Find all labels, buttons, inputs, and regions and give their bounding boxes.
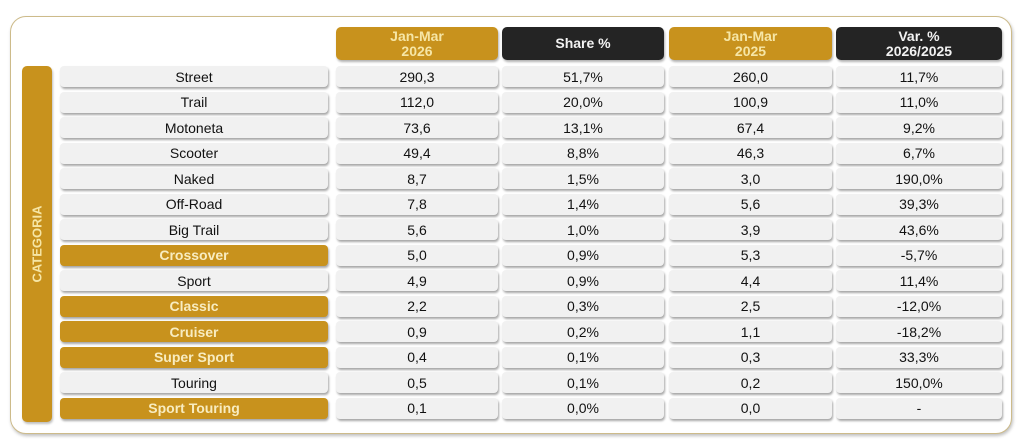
value-cell-v2026: 0,5 — [336, 372, 498, 393]
category-cell: Naked — [60, 168, 328, 189]
value-cell-var: 6,7% — [836, 142, 1002, 164]
value-cell-v2026: 0,4 — [336, 346, 498, 368]
category-cell: Super Sport — [60, 346, 328, 368]
value-cell-share: 0,1% — [502, 372, 664, 393]
value-cell-var: -5,7% — [836, 244, 1002, 266]
value-cell-share: 20,0% — [502, 91, 664, 113]
value-cell-v2026: 112,0 — [336, 91, 498, 113]
category-cell: Sport — [60, 270, 328, 291]
value-cell-v2026: 49,4 — [336, 142, 498, 164]
value-cell-v2025: 3,9 — [669, 219, 832, 240]
value-cell-var: 11,0% — [836, 91, 1002, 113]
value-cell-v2025: 3,0 — [669, 168, 832, 189]
value-cell-v2025: 0,2 — [669, 372, 832, 393]
value-cell-v2026: 7,8 — [336, 193, 498, 215]
value-cell-share: 1,5% — [502, 168, 664, 189]
value-cell-share: 13,1% — [502, 117, 664, 138]
category-cell: Trail — [60, 91, 328, 113]
value-cell-v2025: 100,9 — [669, 91, 832, 113]
category-cell: Big Trail — [60, 219, 328, 240]
category-label: CATEGORIA — [29, 205, 45, 283]
value-cell-share: 8,8% — [502, 142, 664, 164]
header-share: Share % — [502, 27, 664, 60]
header-jan-mar-2026: Jan-Mar 2026 — [336, 27, 498, 60]
value-cell-share: 1,0% — [502, 219, 664, 240]
category-cell: Motoneta — [60, 117, 328, 138]
value-cell-var: -18,2% — [836, 321, 1002, 342]
category-cell: Off-Road — [60, 193, 328, 215]
value-cell-share: 0,0% — [502, 397, 664, 419]
value-cell-v2025: 1,1 — [669, 321, 832, 342]
value-cell-v2026: 2,2 — [336, 295, 498, 317]
value-cell-v2025: 0,3 — [669, 346, 832, 368]
category-cell: Sport Touring — [60, 397, 328, 419]
value-cell-share: 0,2% — [502, 321, 664, 342]
category-cell: Touring — [60, 372, 328, 393]
value-cell-v2025: 67,4 — [669, 117, 832, 138]
category-cell: Crossover — [60, 244, 328, 266]
value-cell-v2025: 4,4 — [669, 270, 832, 291]
value-cell-var: 190,0% — [836, 168, 1002, 189]
value-cell-v2026: 0,1 — [336, 397, 498, 419]
header-variation: Var. % 2026/2025 — [836, 27, 1002, 60]
category-cell: Scooter — [60, 142, 328, 164]
value-cell-v2025: 46,3 — [669, 142, 832, 164]
value-cell-share: 0,9% — [502, 244, 664, 266]
value-cell-v2025: 5,6 — [669, 193, 832, 215]
category-cell: Cruiser — [60, 321, 328, 342]
category-cell: Classic — [60, 295, 328, 317]
value-cell-v2025: 5,3 — [669, 244, 832, 266]
value-cell-v2025: 0,0 — [669, 397, 832, 419]
value-cell-share: 0,3% — [502, 295, 664, 317]
value-cell-share: 51,7% — [502, 66, 664, 87]
value-cell-v2026: 4,9 — [336, 270, 498, 291]
value-cell-v2026: 5,6 — [336, 219, 498, 240]
value-cell-var: 11,7% — [836, 66, 1002, 87]
header-jan-mar-2025: Jan-Mar 2025 — [669, 27, 832, 60]
value-cell-var: 39,3% — [836, 193, 1002, 215]
category-cell: Street — [60, 66, 328, 87]
value-cell-var: 33,3% — [836, 346, 1002, 368]
value-cell-v2026: 290,3 — [336, 66, 498, 87]
value-cell-var: 9,2% — [836, 117, 1002, 138]
value-cell-v2026: 0,9 — [336, 321, 498, 342]
category-label-bar: CATEGORIA — [22, 66, 52, 422]
value-cell-var: 150,0% — [836, 372, 1002, 393]
value-cell-share: 0,1% — [502, 346, 664, 368]
value-cell-v2026: 73,6 — [336, 117, 498, 138]
value-cell-share: 1,4% — [502, 193, 664, 215]
value-cell-share: 0,9% — [502, 270, 664, 291]
value-cell-v2026: 8,7 — [336, 168, 498, 189]
value-cell-var: -12,0% — [836, 295, 1002, 317]
value-cell-v2026: 5,0 — [336, 244, 498, 266]
value-cell-var: - — [836, 397, 1002, 419]
value-cell-var: 43,6% — [836, 219, 1002, 240]
value-cell-v2025: 2,5 — [669, 295, 832, 317]
value-cell-v2025: 260,0 — [669, 66, 832, 87]
value-cell-var: 11,4% — [836, 270, 1002, 291]
